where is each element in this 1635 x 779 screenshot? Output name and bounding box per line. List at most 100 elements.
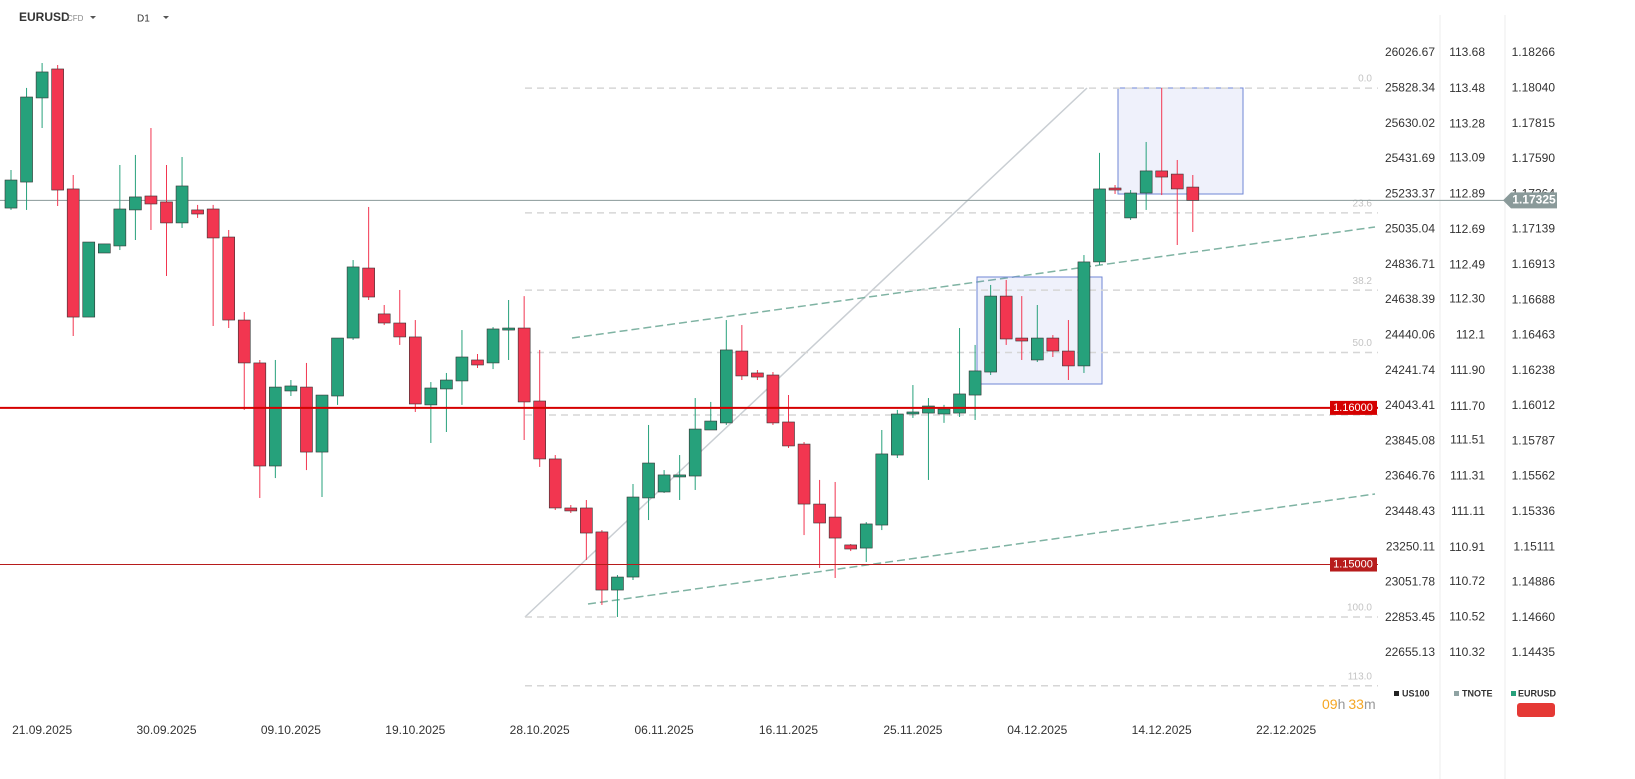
candle-body <box>253 362 267 467</box>
candle-body <box>191 209 204 215</box>
candle-body <box>269 386 282 467</box>
candle-body <box>284 385 298 392</box>
y-tick-label: 112.49 <box>1449 258 1485 272</box>
y-tick-label: 113.68 <box>1449 45 1485 59</box>
current-price-label: 1.17325 <box>1512 193 1556 207</box>
candle-body <box>1062 350 1075 367</box>
y-tick-label: 1.15787 <box>1512 433 1556 447</box>
candle-body <box>595 531 609 591</box>
candle-body <box>408 336 422 405</box>
candle-body <box>564 507 578 512</box>
symbol[interactable]: EURUSD <box>19 10 70 24</box>
dropdown-caret[interactable] <box>163 16 169 19</box>
y-tick-label: 110.52 <box>1449 609 1485 623</box>
candle-body <box>937 408 951 415</box>
dropdown-caret[interactable] <box>90 16 96 19</box>
candle-body <box>844 544 858 550</box>
x-tick-label: 28.10.2025 <box>510 723 570 737</box>
candle-body <box>315 394 329 453</box>
y-tick-label: 22853.45 <box>1385 610 1435 624</box>
candle-body <box>1093 188 1106 263</box>
candle-body <box>82 241 96 318</box>
candle-body <box>424 387 438 406</box>
y-tick-label: 112.1 <box>1456 327 1485 341</box>
y-tick-label: 1.18040 <box>1512 81 1556 95</box>
candle-body <box>455 356 469 382</box>
y-tick-label: 25233.37 <box>1385 186 1435 200</box>
candle-body <box>735 350 749 377</box>
y-tick-label: 1.15111 <box>1513 539 1555 553</box>
candle-body <box>751 372 764 378</box>
candle-body <box>611 576 624 591</box>
candle-body <box>626 496 640 578</box>
y-tick-label: 1.14886 <box>1512 575 1556 589</box>
fib-label: 23.6 <box>1353 199 1373 210</box>
action-button[interactable] <box>1517 703 1555 717</box>
y-tick-label: 113.48 <box>1449 81 1485 95</box>
fib-label: 113.0 <box>1348 671 1373 682</box>
candle-body <box>175 185 189 224</box>
candle-body <box>35 71 49 99</box>
y-tick-label: 25828.34 <box>1385 80 1435 94</box>
candle-body <box>393 322 407 338</box>
candle-body <box>66 188 80 318</box>
y-tick-label: 24043.41 <box>1385 398 1435 412</box>
candle-body <box>517 327 531 403</box>
x-tick-label: 06.11.2025 <box>635 723 694 737</box>
y-tick-label: 25431.69 <box>1385 151 1435 165</box>
y-tick-label: 1.15336 <box>1512 504 1556 518</box>
candle-body <box>673 474 686 478</box>
legend-swatch <box>1511 691 1516 696</box>
candle-body <box>129 196 142 211</box>
y-tick-label: 1.14660 <box>1512 610 1556 624</box>
candle-body <box>1031 337 1044 361</box>
candle-body <box>486 328 500 364</box>
timeframe[interactable]: D1 <box>137 14 150 25</box>
y-tick-label: 23845.08 <box>1385 433 1435 447</box>
fib-label: 0.0 <box>1358 74 1372 85</box>
y-tick-label: 1.16913 <box>1512 257 1556 271</box>
candle-body <box>1155 170 1168 178</box>
y-tick-label: 110.72 <box>1449 574 1485 588</box>
y-tick-label: 111.11 <box>1451 504 1485 518</box>
candle-body <box>999 295 1013 340</box>
countdown-hours: 09 <box>1322 696 1338 712</box>
y-tick-label: 111.31 <box>1450 468 1485 482</box>
fib-label: 100.0 <box>1347 603 1372 614</box>
x-tick-label: 09.10.2025 <box>261 723 321 737</box>
y-tick-label: 113.28 <box>1449 117 1485 131</box>
channel-line <box>571 226 1376 339</box>
candle-body <box>502 327 515 331</box>
y-tick-label: 22655.13 <box>1385 645 1435 659</box>
y-tick-label: 1.17139 <box>1512 222 1556 236</box>
candle-body <box>953 393 966 414</box>
price-level-tag <box>1330 557 1377 572</box>
fib-label: 50.0 <box>1353 338 1373 349</box>
candle-body <box>875 453 889 526</box>
candle-body <box>1015 337 1029 342</box>
candle-body <box>1077 261 1091 367</box>
x-tick-label: 21.09.2025 <box>12 723 72 737</box>
y-tick-label: 24440.06 <box>1385 328 1435 342</box>
legend-label: US100 <box>1402 688 1430 698</box>
candle-body <box>1186 186 1200 201</box>
y-tick-label: 25035.04 <box>1385 222 1435 236</box>
candle-body <box>113 208 127 247</box>
candle-body <box>51 68 64 191</box>
candle-body <box>1046 337 1060 352</box>
y-tick-label: 1.14435 <box>1512 645 1556 659</box>
candle-body <box>1108 187 1122 191</box>
legend-swatch <box>1394 691 1399 696</box>
candle-body <box>922 405 935 414</box>
symbol-tag: CFD <box>67 14 84 23</box>
candle-body <box>782 421 795 447</box>
y-tick-label: 1.18266 <box>1512 45 1556 59</box>
candle-body <box>797 443 811 505</box>
candle-body <box>206 208 220 239</box>
y-tick-label: 1.16688 <box>1512 292 1556 306</box>
y-tick-label: 1.17590 <box>1512 151 1556 165</box>
y-tick-label: 1.16238 <box>1512 363 1556 377</box>
candle-body <box>688 428 702 477</box>
y-tick-label: 111.51 <box>1450 433 1485 447</box>
candle-body <box>471 359 484 366</box>
